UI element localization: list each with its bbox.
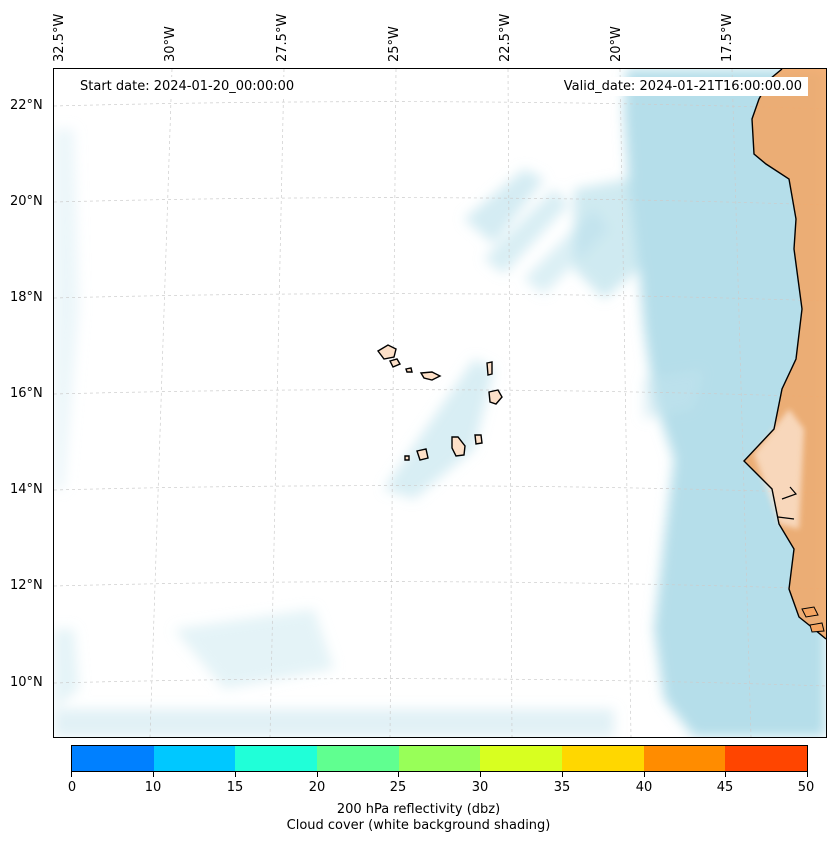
island-santa-luzia xyxy=(405,367,413,373)
colorbar-tick-35 xyxy=(562,772,563,777)
cloud-patch-central xyxy=(644,369,704,419)
colorbar-tick-20 xyxy=(317,772,318,777)
cloud-cover-layer xyxy=(54,69,826,737)
grid-lon-25w xyxy=(389,69,397,737)
island-brava xyxy=(404,455,410,461)
lat-label-12n: 12°N xyxy=(10,578,43,593)
africa-land-haze xyxy=(754,409,804,529)
lon-label-32-5w: 32.5°W xyxy=(52,13,67,62)
cloud-west-edge xyxy=(54,629,79,709)
lon-label-17-5w: 17.5°W xyxy=(720,13,735,62)
colorbar-tick-15 xyxy=(235,772,236,777)
colorbar-tick-0 xyxy=(71,772,72,777)
cloud-mass-east xyxy=(624,69,826,737)
valid-date-label: Valid_date: 2024-01-21T16:00:00.00 xyxy=(557,77,808,96)
lat-label-22n: 22°N xyxy=(10,98,43,113)
lon-label-25w: 25°W xyxy=(387,26,402,62)
colorbar-ticklabel-10: 10 xyxy=(144,780,162,795)
grid-lat-18n xyxy=(54,293,826,302)
island-santiago xyxy=(451,436,466,457)
colorbar-ticklabel-15: 15 xyxy=(226,780,244,795)
colorbar-tick-45 xyxy=(725,772,726,777)
cloud-streak-1 xyxy=(464,169,544,244)
colorbar-segment-10-15 xyxy=(153,746,236,771)
cloud-streak-islands xyxy=(384,359,494,499)
reflectivity-colorbar xyxy=(71,745,808,772)
map-canvas xyxy=(54,69,826,737)
start-date-label: Start date: 2024-01-20_00:00:00 xyxy=(74,77,301,96)
colorbar-ticklabel-0: 0 xyxy=(67,780,77,795)
colorbar-segment-20-25 xyxy=(317,746,399,771)
island-fogo xyxy=(416,448,429,461)
lat-label-20n: 20°N xyxy=(10,194,43,209)
island-sal xyxy=(486,361,493,376)
lon-label-20w: 20°W xyxy=(609,26,624,62)
colorbar-ticklabel-25: 25 xyxy=(389,780,407,795)
colorbar-tick-40 xyxy=(644,772,645,777)
colorbar-ticklabel-50: 50 xyxy=(797,780,815,795)
lon-label-30w: 30°W xyxy=(163,26,178,62)
cloud-bottom-strip xyxy=(54,709,614,737)
island-maio xyxy=(474,434,483,445)
coast-detail-gambia xyxy=(777,486,798,520)
cloud-west-wisps xyxy=(54,129,79,489)
lat-label-14n: 14°N xyxy=(10,482,43,497)
lon-label-22-5w: 22.5°W xyxy=(498,13,513,62)
colorbar-tick-30 xyxy=(480,772,481,777)
cloud-streak-2 xyxy=(484,189,569,274)
map-panel: Start date: 2024-01-20_00:00:00 Valid_da… xyxy=(53,68,827,738)
colorbar-sublabel: Cloud cover (white background shading) xyxy=(286,818,551,833)
colorbar-ticklabel-45: 45 xyxy=(716,780,734,795)
colorbar-segment-15-20 xyxy=(235,746,318,771)
colorbar-label: 200 hPa reflectivity (dbz) xyxy=(336,802,501,817)
grid-lat-20n xyxy=(54,197,826,206)
colorbar-tick-25 xyxy=(398,772,399,777)
island-sao-vicente xyxy=(388,358,402,368)
colorbar-segment-35-40 xyxy=(562,746,644,771)
africa-land xyxy=(743,69,826,640)
cabo-verde-islands xyxy=(376,344,503,461)
grid-lat-16n xyxy=(54,389,826,398)
colorbar-segment-0-10 xyxy=(72,746,154,771)
colorbar-segment-40-45 xyxy=(643,746,726,771)
africa-land-fill xyxy=(744,69,826,639)
grid-lat-10n xyxy=(54,678,826,687)
lat-label-10n: 10°N xyxy=(10,675,43,690)
colorbar-segment-45-50 xyxy=(725,746,808,771)
grid-lat-12n xyxy=(54,581,826,590)
lat-label-16n: 16°N xyxy=(10,386,43,401)
cloud-band-ne xyxy=(574,179,639,299)
colorbar-segment-30-35 xyxy=(480,746,563,771)
cloud-streak-3 xyxy=(524,209,609,294)
colorbar-ticklabel-30: 30 xyxy=(471,780,489,795)
grid-lon-22-5w xyxy=(507,69,513,737)
island-santo-antao xyxy=(376,344,397,360)
graticule xyxy=(54,69,826,737)
africa-coastline xyxy=(743,69,826,640)
lon-label-27-5w: 27.5°W xyxy=(275,13,290,62)
colorbar-ticklabel-40: 40 xyxy=(635,780,653,795)
colorbar-ticklabel-35: 35 xyxy=(553,780,571,795)
colorbar-segment-25-30 xyxy=(398,746,481,771)
colorbar-tick-10 xyxy=(153,772,154,777)
lat-label-18n: 18°N xyxy=(10,290,43,305)
colorbar-ticklabel-20: 20 xyxy=(308,780,326,795)
colorbar-tick-50 xyxy=(807,772,808,777)
grid-lat-22n xyxy=(54,101,826,110)
grid-lat-14n xyxy=(54,485,826,494)
grid-lon-30w xyxy=(149,69,173,737)
cloud-patch-south xyxy=(174,609,334,689)
coast-detail-bijagos xyxy=(801,606,825,633)
island-sao-nicolau xyxy=(419,371,442,381)
island-boa-vista xyxy=(488,389,503,405)
